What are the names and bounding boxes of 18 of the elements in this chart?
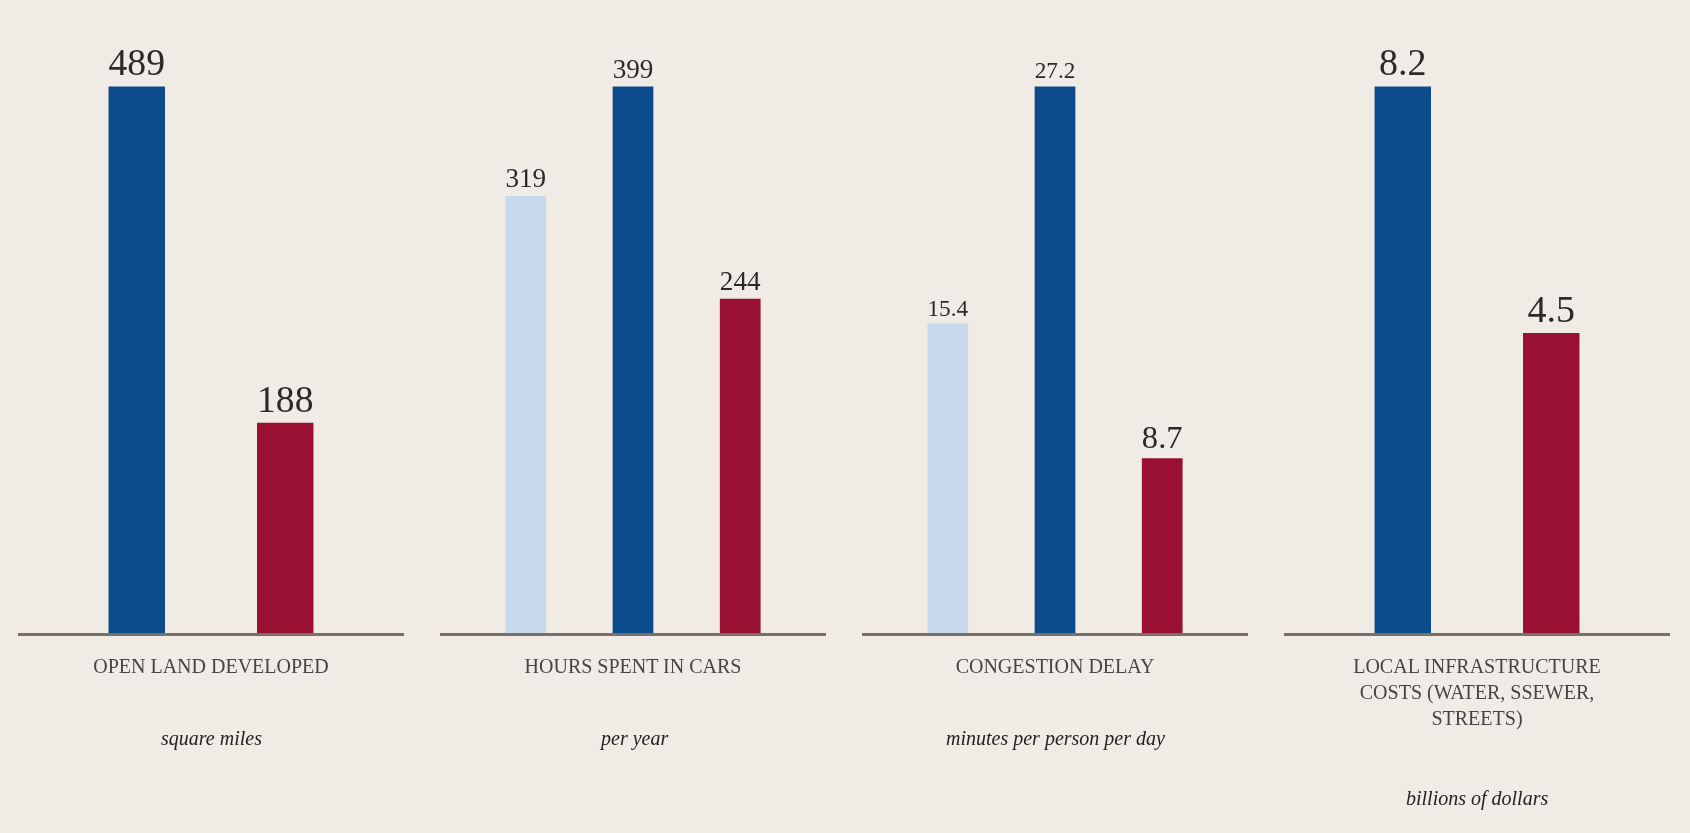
data-label: 399 <box>612 53 654 84</box>
data-label: 8.2 <box>1379 41 1427 84</box>
data-label: 8.7 <box>1141 419 1183 456</box>
data-label: 188 <box>257 377 314 420</box>
x-axis-title: OPEN LAND DEVELOPED <box>93 654 329 677</box>
x-axis-title: CONGESTION DELAY <box>955 654 1155 677</box>
text: per year <box>599 727 669 750</box>
data-label: 319 <box>505 163 547 194</box>
data-label: 4.5 <box>1527 288 1575 331</box>
text: billions of dollars <box>1406 787 1549 810</box>
data-label: 15.4 <box>927 294 969 321</box>
data-label: 489 <box>108 41 165 84</box>
data-label: 27.2 <box>1034 57 1076 84</box>
x-axis-title: LOCAL INFRASTRUCTURE COSTS (WATER, SSEWER, STREETS) <box>1353 654 1601 730</box>
text: minutes per person per day <box>946 727 1165 750</box>
data-label: 244 <box>719 266 762 297</box>
x-axis-title: HOURS SPENT IN CARS <box>524 654 742 677</box>
text: square miles <box>161 727 263 750</box>
